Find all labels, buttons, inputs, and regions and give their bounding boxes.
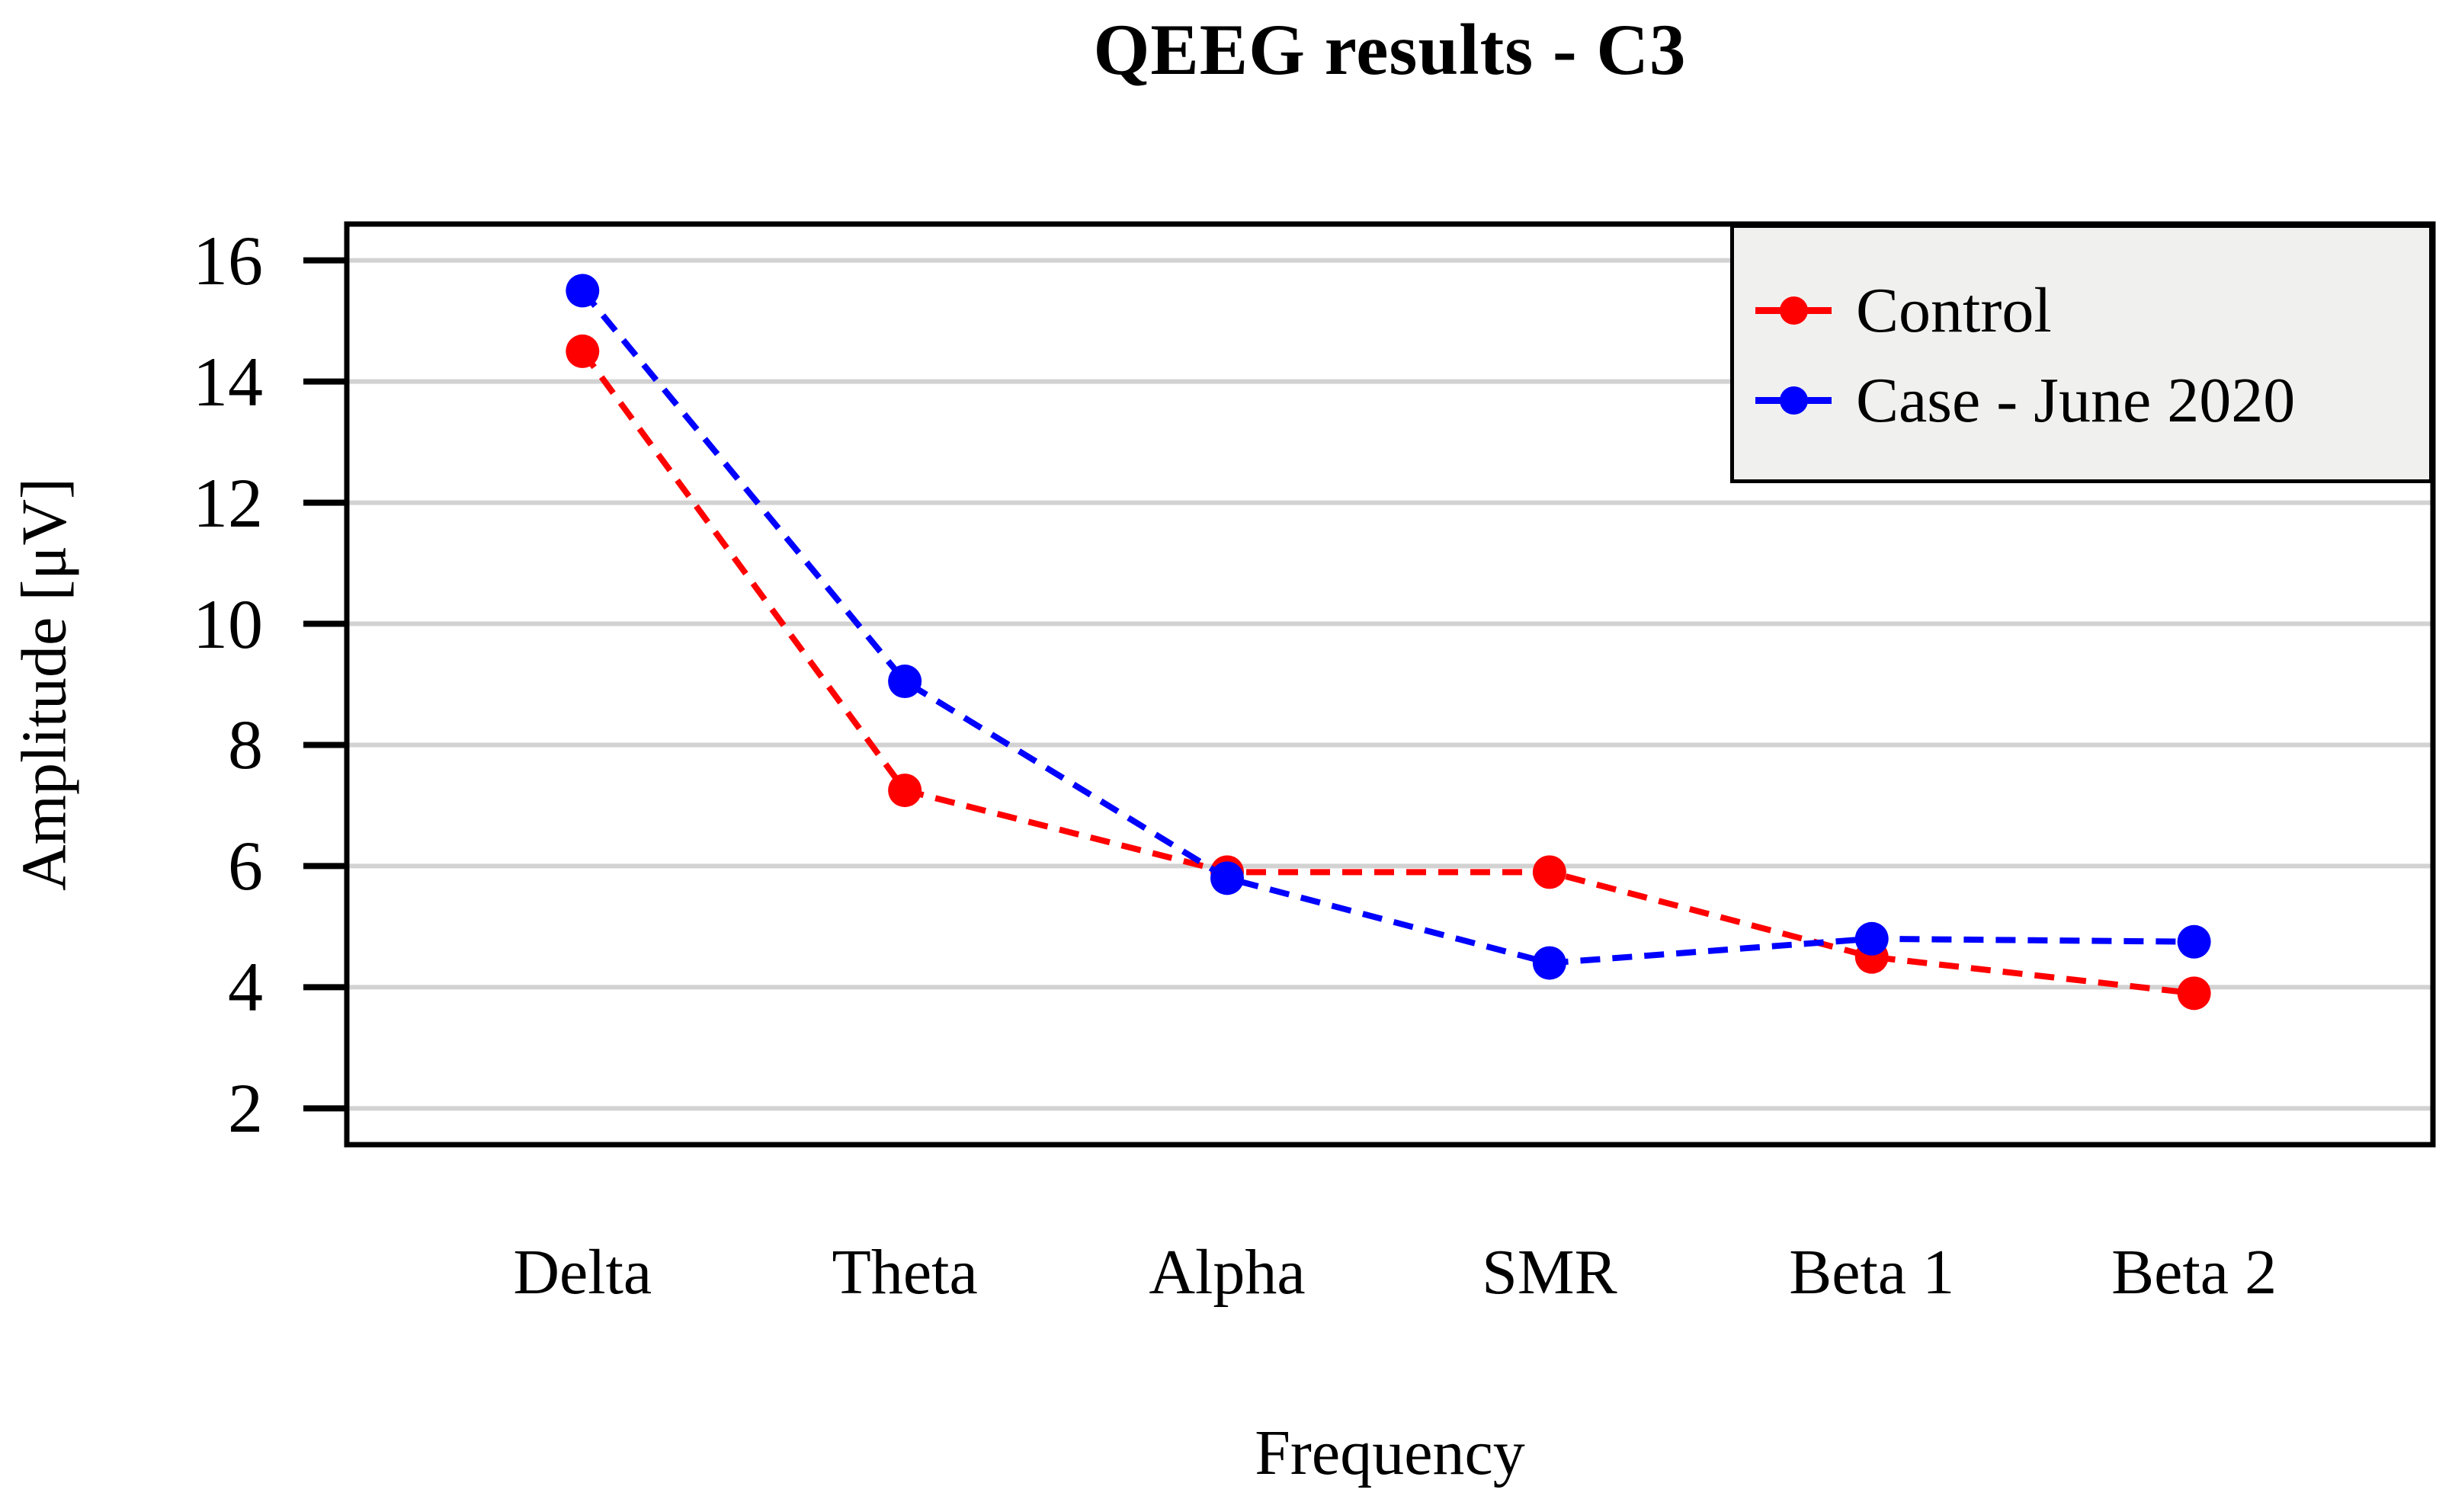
legend-label-control: Control xyxy=(1856,274,2052,346)
x-category-label: SMR xyxy=(1482,1237,1617,1308)
x-category-label: Beta 1 xyxy=(1789,1237,1955,1308)
series-1-point-beta-1 xyxy=(1854,921,1889,956)
y-axis-title: Amplitude [μV] xyxy=(8,478,80,891)
y-tick-label: 8 xyxy=(228,706,263,784)
series-1-point-beta-2 xyxy=(2177,924,2211,959)
series-0-point-smr xyxy=(1532,855,1566,889)
x-category-label: Alpha xyxy=(1149,1237,1306,1308)
x-category-label: Delta xyxy=(513,1237,652,1308)
legend-entry-case: Case - June 2020 xyxy=(1734,354,2429,446)
series-1-point-smr xyxy=(1532,946,1566,980)
series-0-point-delta xyxy=(566,334,600,368)
legend: Control Case - June 2020 xyxy=(1730,224,2433,483)
series-1-point-alpha xyxy=(1210,861,1245,895)
x-axis-title: Frequency xyxy=(1255,1418,1525,1488)
x-category-label: Theta xyxy=(832,1237,978,1308)
y-tick-label: 10 xyxy=(193,585,263,663)
y-tick-label: 4 xyxy=(228,948,263,1027)
legend-marker-case-icon xyxy=(1755,354,1832,446)
x-category-label: Beta 2 xyxy=(2111,1237,2277,1308)
legend-entry-control: Control xyxy=(1734,264,2429,356)
y-tick-label: 14 xyxy=(193,342,263,421)
legend-marker-control-icon xyxy=(1755,264,1832,356)
y-tick-label: 6 xyxy=(228,827,263,905)
series-line-0 xyxy=(580,349,2195,997)
chart-title: QEEG results - C3 xyxy=(1093,9,1687,90)
series-1-point-delta xyxy=(566,274,600,308)
y-tick-label: 16 xyxy=(193,221,263,300)
series-0-point-theta xyxy=(888,774,922,808)
plot-border xyxy=(344,221,2436,1148)
series-0-point-beta-2 xyxy=(2177,976,2211,1011)
y-tick-label: 2 xyxy=(228,1069,263,1148)
y-tick-label: 12 xyxy=(193,463,263,542)
legend-label-case: Case - June 2020 xyxy=(1856,364,2296,436)
series-line-1 xyxy=(580,288,2194,966)
series-1-point-theta xyxy=(888,665,922,699)
